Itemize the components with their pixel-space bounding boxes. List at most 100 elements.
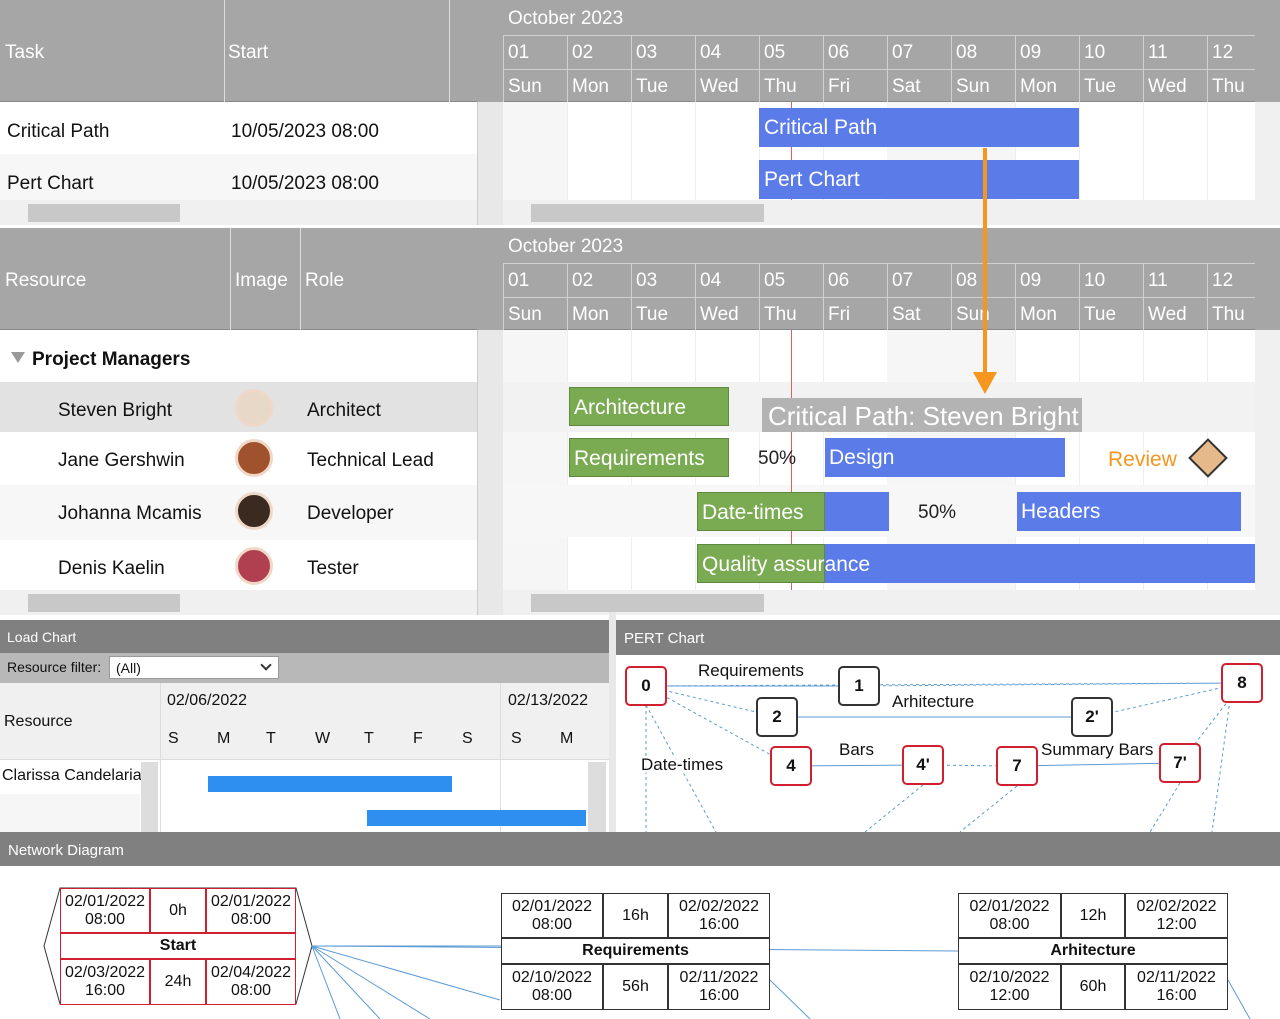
panel-title-bar: Network Diagram: [0, 832, 1280, 866]
edge-label: Date-times: [641, 755, 724, 774]
row-bg: [0, 154, 477, 200]
percent-label: 50%: [918, 502, 957, 523]
pert-node: 8: [1221, 663, 1263, 703]
pert-edge: [864, 784, 924, 833]
resource-bar: Architecture: [569, 387, 729, 426]
column-header: Start: [228, 42, 269, 63]
day-label: 02: [572, 270, 594, 291]
day-column: [1079, 330, 1080, 590]
resource-name: Denis Kaelin: [58, 558, 165, 579]
day-label: 08: [956, 42, 978, 63]
day-divider: [759, 263, 760, 330]
day-column: [1143, 102, 1144, 200]
day-divider: [567, 263, 568, 330]
v-scrollbar: [588, 762, 606, 832]
weekday-label: Wed: [1148, 76, 1187, 97]
scroll-thumb[interactable]: [28, 204, 180, 222]
tooltip: Critical Path: Steven Bright: [762, 398, 1082, 432]
cell: 10/05/2023 08:00: [231, 173, 379, 194]
pert-node: 7: [996, 746, 1038, 786]
edge-label: Bars: [839, 740, 874, 759]
pert-edge: [858, 682, 1243, 687]
timeline-header-line: [503, 297, 1255, 298]
column-header: Resource: [5, 270, 87, 291]
network-cell: 02/11/2022 16:00: [1125, 964, 1228, 1010]
network-cell: Arhitecture: [958, 938, 1228, 964]
percent-label: 50%: [758, 448, 797, 469]
day-divider: [951, 263, 952, 330]
day-divider: [887, 35, 888, 102]
week-label: 02/06/2022: [167, 692, 248, 709]
day-divider: [1015, 35, 1016, 102]
day-label: 11: [1148, 270, 1168, 291]
filter-label: Resource filter:: [7, 659, 102, 675]
day-label: 03: [636, 42, 658, 63]
panel-title-bar: Load Chart: [0, 620, 609, 653]
column-divider: [224, 0, 225, 102]
cell: Pert Chart: [7, 173, 94, 194]
v-scrollbar-header: [1255, 0, 1280, 102]
weekday-label: Thu: [764, 76, 797, 97]
resource-name: Jane Gershwin: [58, 450, 185, 471]
column-header: Role: [305, 270, 345, 291]
avatar: [235, 439, 273, 477]
weekday-label: M: [560, 730, 574, 747]
weekday-label: Tue: [636, 76, 669, 97]
day-divider: [1143, 263, 1144, 330]
network-cell: 02/01/2022 08:00: [206, 888, 296, 933]
resource-bar: Design: [825, 438, 1065, 477]
scroll-thumb[interactable]: [28, 594, 180, 612]
day-label: 10: [1084, 270, 1106, 291]
scroll-thumb[interactable]: [531, 204, 764, 222]
network-edge: [1227, 979, 1251, 1019]
load-bar: [367, 810, 586, 826]
weekday-label: Mon: [572, 304, 609, 325]
resource-bar: Quality assurance: [697, 544, 870, 583]
resource-role: Architect: [307, 400, 381, 421]
weekday-label: F: [413, 730, 423, 747]
day-divider: [823, 263, 824, 330]
column-divider: [160, 683, 161, 833]
weekday-label: Sun: [956, 76, 990, 97]
day-divider: [503, 35, 504, 102]
bar-progress-rest: [825, 544, 1255, 583]
network-edge: [311, 945, 381, 1019]
column-divider: [300, 228, 301, 330]
weekday-label: Sat: [892, 76, 921, 97]
week-label: 02/13/2022: [508, 692, 589, 709]
collapse-icon[interactable]: [11, 352, 25, 363]
column-divider: [449, 0, 450, 102]
resource-role: Developer: [307, 503, 394, 524]
scroll-thumb[interactable]: [531, 594, 764, 612]
network-cell: 02/03/2022 16:00: [60, 959, 150, 1005]
day-label: 12: [1212, 42, 1234, 63]
network-cell: 02/02/2022 16:00: [668, 893, 770, 938]
cell: 10/05/2023 08:00: [231, 121, 379, 142]
day-label: 04: [700, 42, 722, 63]
filter-dropdown[interactable]: (All): [109, 656, 279, 679]
day-column: [759, 102, 760, 200]
day-divider: [631, 35, 632, 102]
weekday-label: Fri: [828, 76, 851, 97]
grid-header: [0, 0, 1280, 102]
week-divider: [500, 683, 501, 833]
weekday-label: Mon: [1020, 304, 1057, 325]
month-label: October 2023: [508, 8, 624, 29]
weekday-label: Wed: [700, 76, 739, 97]
current-time-line: [791, 330, 792, 590]
day-divider: [1015, 263, 1016, 330]
weekend-shade: [503, 102, 567, 200]
group-label: Project Managers: [32, 349, 191, 370]
v-scrollbar: [1255, 330, 1280, 590]
pert-edge: [959, 785, 1018, 833]
weekday-label: Sun: [956, 304, 990, 325]
network-edge: [311, 945, 501, 1001]
splitter-header: [477, 0, 503, 102]
day-column: [695, 102, 696, 200]
pert-node: 4': [902, 745, 944, 785]
network-cell: 02/10/2022 08:00: [501, 964, 603, 1010]
v-scrollbar: [1255, 102, 1280, 200]
network-cell: 02/01/2022 08:00: [60, 888, 150, 933]
avatar: [235, 389, 273, 427]
